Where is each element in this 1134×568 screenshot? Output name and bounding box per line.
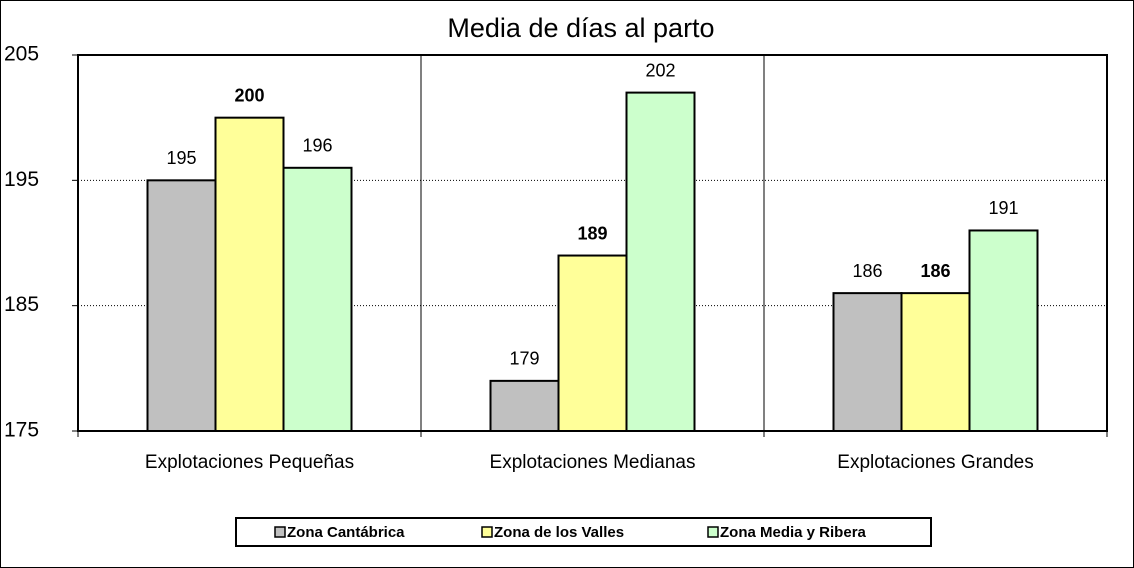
legend-label: Zona Media y Ribera [720,524,867,541]
legend-swatch [274,526,286,538]
legend-swatch [481,526,493,538]
value-label: 189 [577,223,607,243]
bar [282,166,353,433]
value-label: 186 [852,261,882,281]
bar [832,292,903,432]
legend-swatch [707,526,719,538]
bar [625,91,696,432]
x-tick-label: Explotaciones Pequeñas [145,452,354,473]
bar [900,292,971,432]
value-label: 191 [988,198,1018,218]
value-label: 200 [234,85,264,105]
bar [557,254,628,432]
y-tick-label: 185 [4,293,39,316]
value-label: 202 [645,60,675,80]
bar [968,229,1039,432]
value-label: 196 [302,136,332,156]
legend-box [235,517,932,547]
value-label: 195 [166,148,196,168]
y-tick-label: 195 [4,168,39,191]
y-tick-label: 205 [4,43,39,66]
legend-label: Zona Cantábrica [287,524,405,541]
chart-title: Media de días al parto [447,13,714,43]
x-tick-label: Explotaciones Medianas [490,452,696,473]
value-label: 179 [509,349,539,369]
plot-border [77,54,1108,432]
bar [146,179,217,432]
x-tick-label: Explotaciones Grandes [837,452,1033,473]
bar [214,116,285,433]
legend-label: Zona de los Valles [494,524,624,541]
value-label: 186 [920,261,950,281]
bar [489,379,560,433]
y-tick-label: 175 [4,419,39,442]
